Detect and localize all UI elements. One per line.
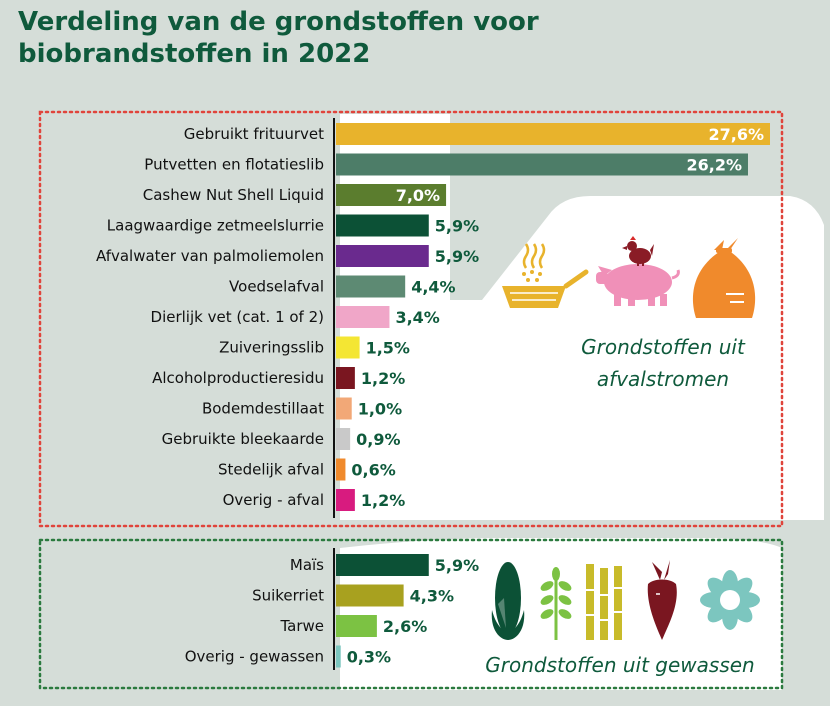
crop-category-label: Overig - gewassen <box>185 648 324 666</box>
waste-bar <box>336 184 447 206</box>
waste-bars: Gebruikt frituurvet 27,6% Putvetten en flo… <box>96 123 770 511</box>
waste-section-label-line2: afvalstromen <box>597 367 729 391</box>
waste-value-label: 1,0% <box>358 400 402 419</box>
waste-category-label: Alcoholproductieresidu <box>152 369 324 387</box>
waste-bar <box>336 428 351 450</box>
waste-category-label: Laagwaardige zetmeelslurrie <box>107 217 324 235</box>
crop-category-label: Maïs <box>290 556 324 574</box>
corn-icon <box>491 562 525 640</box>
waste-category-label: Bodemdestillaat <box>202 400 324 418</box>
crop-category-label: Tarwe <box>279 617 324 635</box>
crop-value-label: 2,6% <box>383 617 427 636</box>
waste-category-label: Overig - afval <box>223 491 324 509</box>
waste-bar <box>336 275 406 298</box>
waste-value-label: 0,6% <box>351 461 395 480</box>
waste-category-label: Voedselafval <box>229 278 324 296</box>
crop-section-frame <box>38 538 784 690</box>
waste-value-label: 1,2% <box>361 491 405 510</box>
waste-bar <box>336 123 770 145</box>
waste-category-label: Gebruikte bleekaarde <box>162 430 324 448</box>
waste-value-label: 5,9% <box>435 217 479 236</box>
waste-value-label: 0,9% <box>356 430 400 449</box>
crop-section-label: Grondstoffen uit gewassen <box>485 653 754 677</box>
crop-value-label: 0,3% <box>347 648 391 667</box>
waste-bar <box>336 214 429 237</box>
waste-category-label: Afvalwater van palmoliemolen <box>96 247 324 265</box>
waste-value-label: 5,9% <box>435 247 479 266</box>
crop-bar <box>336 584 404 607</box>
crop-bar <box>336 615 377 637</box>
waste-section-label-line1: Grondstoffen uit <box>581 335 746 359</box>
crop-bar <box>336 554 429 576</box>
waste-category-label: Zuiveringsslib <box>219 339 324 357</box>
waste-value-label: 27,6% <box>708 125 764 144</box>
waste-bar <box>336 367 355 389</box>
waste-bar <box>336 397 352 420</box>
sunflower-icon <box>700 570 760 630</box>
crop-bar <box>336 645 341 668</box>
waste-bar <box>336 458 346 481</box>
waste-value-label: 1,5% <box>366 339 410 358</box>
waste-panel-background <box>340 114 824 520</box>
waste-category-label: Putvetten en flotatieslib <box>144 156 324 174</box>
waste-value-label: 3,4% <box>395 308 439 327</box>
waste-section-frame <box>38 110 784 528</box>
waste-bar <box>336 489 355 511</box>
pig-with-chicken-icon <box>596 236 680 306</box>
waste-value-label: 26,2% <box>686 156 742 175</box>
waste-category-label: Dierlijk vet (cat. 1 of 2) <box>151 308 324 326</box>
crop-value-label: 4,3% <box>410 587 454 606</box>
waste-bar <box>336 336 360 359</box>
waste-category-label: Gebruikt frituurvet <box>184 125 324 143</box>
fryer-basket-icon <box>502 243 589 308</box>
crop-bars: Maïs 5,9% Suikerriet 4,3% Tarwe 2,6% Overig - … <box>185 554 479 668</box>
waste-bag-icon <box>692 238 756 318</box>
wheat-icon <box>540 567 572 640</box>
waste-bar <box>336 245 429 267</box>
crop-category-label: Suikerriet <box>252 587 324 605</box>
waste-value-label: 7,0% <box>396 186 440 205</box>
page-title: Verdeling van de grondstoffen voor biobr… <box>18 7 539 69</box>
sugarcane-icon <box>586 564 622 640</box>
waste-category-label: Cashew Nut Shell Liquid <box>143 186 324 204</box>
waste-value-label: 1,2% <box>361 369 405 388</box>
waste-bar <box>336 153 748 176</box>
waste-category-label: Stedelijk afval <box>218 461 324 479</box>
waste-value-label: 4,4% <box>411 278 455 297</box>
crop-value-label: 5,9% <box>435 556 479 575</box>
beet-icon <box>647 560 677 640</box>
waste-bar <box>336 306 390 328</box>
